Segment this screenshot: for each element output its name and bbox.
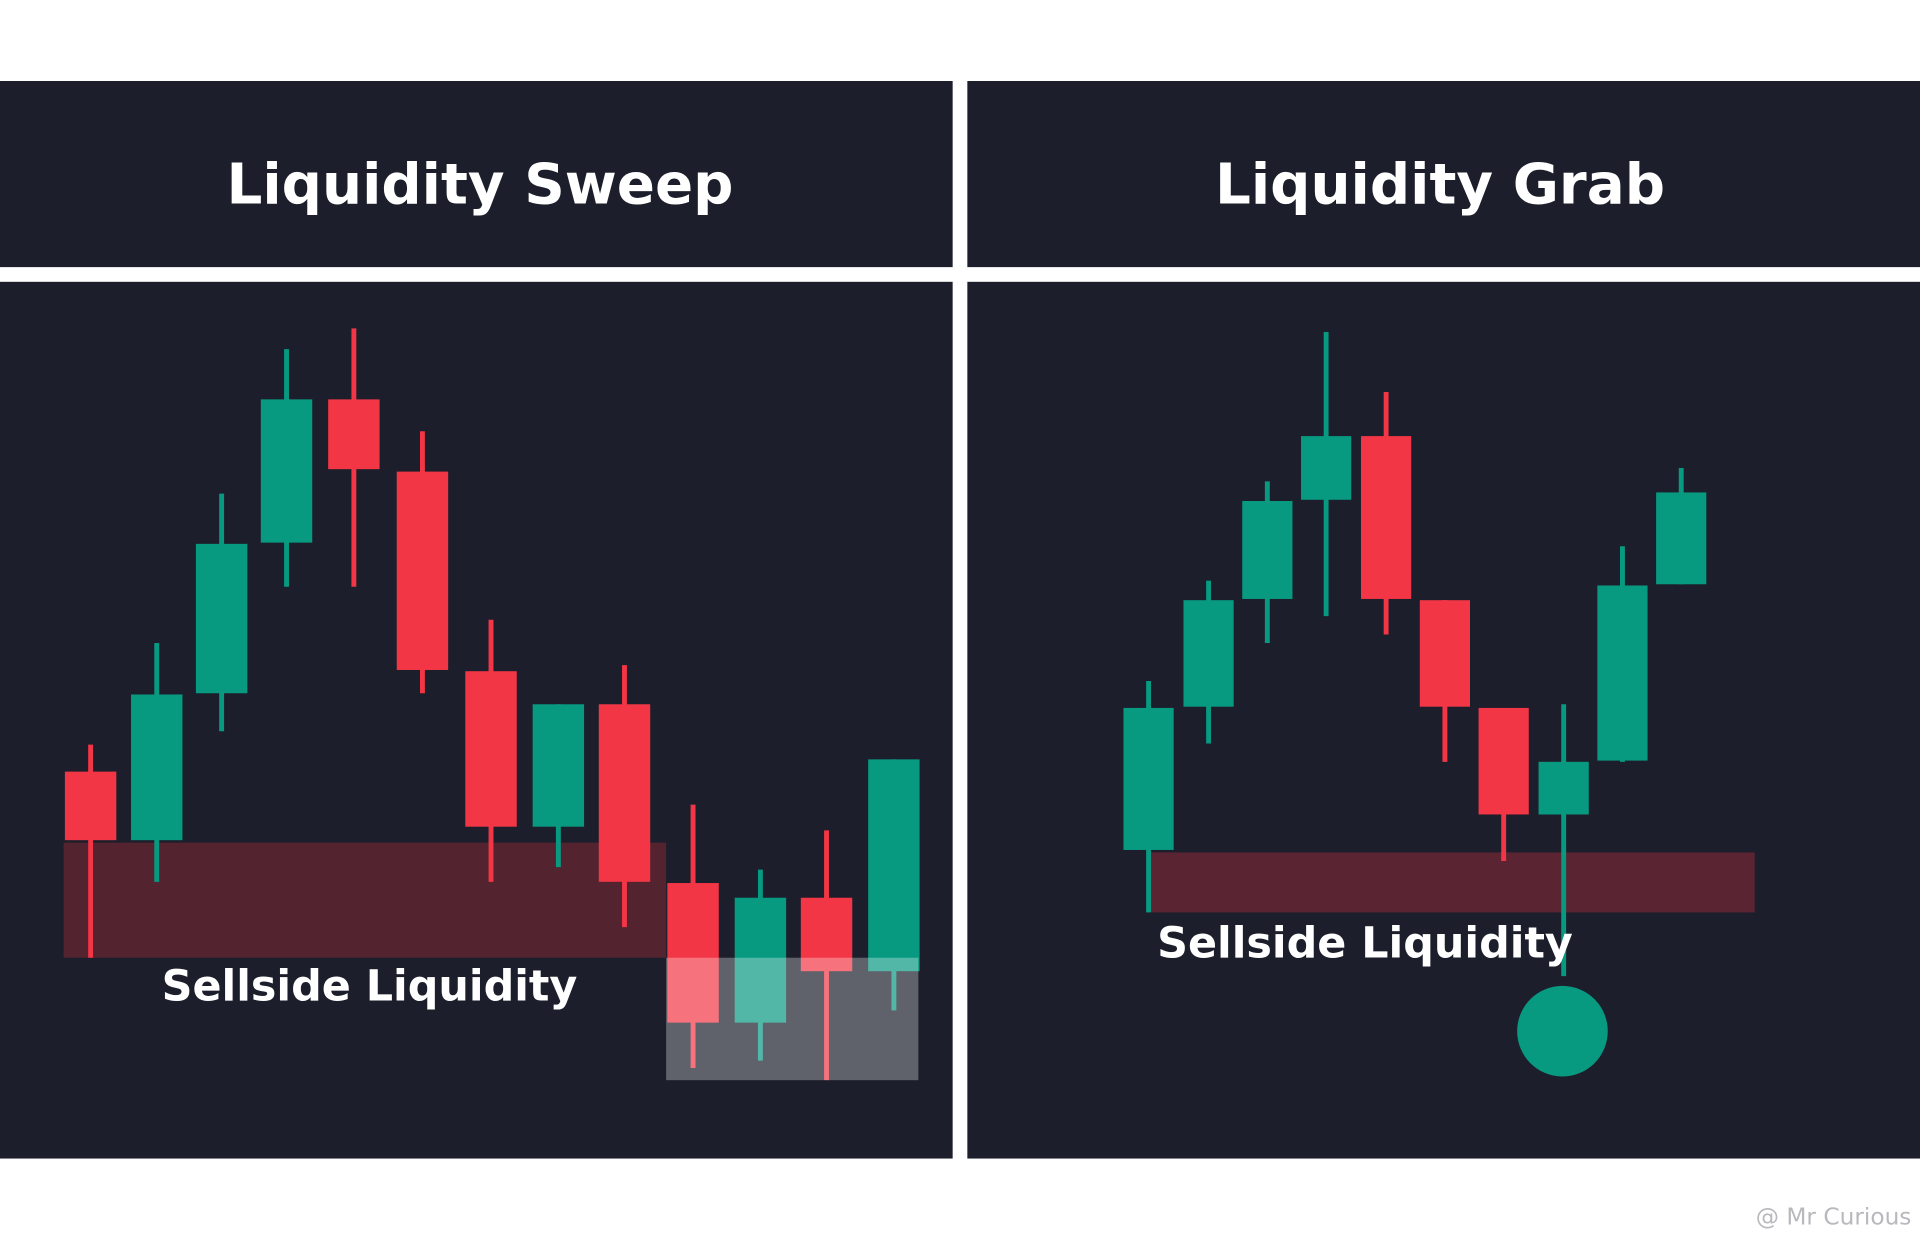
candle-body xyxy=(1419,600,1470,707)
candle-body xyxy=(734,897,787,1023)
header-panel xyxy=(967,81,1920,268)
candle-body xyxy=(328,399,380,470)
candle xyxy=(868,759,920,1011)
candle-body xyxy=(1361,436,1412,599)
candle xyxy=(260,349,313,587)
candle-body xyxy=(1301,436,1352,500)
candle-body xyxy=(396,471,449,670)
candle xyxy=(1538,704,1589,977)
candle xyxy=(1123,681,1174,913)
candle xyxy=(195,493,248,732)
candle-body xyxy=(868,759,920,972)
candle-body xyxy=(667,883,719,1023)
candle xyxy=(667,804,719,1068)
watermark: @ Mr Curious xyxy=(1756,1204,1912,1231)
candle xyxy=(1597,546,1648,762)
candle-body xyxy=(1538,761,1589,815)
candle xyxy=(1656,467,1707,585)
panel-title: Liquidity Grab xyxy=(1215,152,1665,217)
liquidity-zone xyxy=(1148,852,1755,913)
candle xyxy=(1301,332,1352,617)
candle-body xyxy=(532,704,585,827)
candle-body xyxy=(1478,707,1529,815)
candle xyxy=(800,830,853,1081)
candle xyxy=(328,328,380,587)
panel-title: Liquidity Sweep xyxy=(226,152,733,217)
candle xyxy=(1361,392,1412,635)
header-panel xyxy=(0,81,953,268)
grab-diagram xyxy=(1123,332,1755,1077)
candle-body xyxy=(1183,600,1234,707)
candle-body xyxy=(1123,707,1174,850)
candle xyxy=(1242,481,1293,644)
candle-body xyxy=(1656,492,1707,585)
candle-body xyxy=(195,543,248,694)
candle-body xyxy=(260,399,313,543)
candle xyxy=(465,619,517,882)
zone-label: Sellside Liquidity xyxy=(1157,919,1573,969)
candle xyxy=(532,704,585,868)
candle xyxy=(1478,707,1529,861)
candle-body xyxy=(1242,501,1293,599)
liquidity-zone xyxy=(63,842,667,958)
candle-body xyxy=(64,771,117,841)
candle-body xyxy=(1597,585,1648,761)
zone-label: Sellside Liquidity xyxy=(162,962,578,1012)
candle xyxy=(396,431,449,694)
sweep-marker xyxy=(1517,985,1608,1077)
candle xyxy=(1183,580,1234,744)
candle xyxy=(131,643,183,882)
sweep-diagram xyxy=(63,328,920,1081)
candle-body xyxy=(131,694,183,841)
candle xyxy=(64,744,117,958)
candle xyxy=(1419,600,1470,762)
sweep-highlight xyxy=(666,957,919,1081)
candle xyxy=(734,869,787,1061)
candle-body xyxy=(800,897,853,972)
candle-body xyxy=(598,704,651,882)
candle-body xyxy=(465,671,517,827)
candle xyxy=(598,665,651,928)
